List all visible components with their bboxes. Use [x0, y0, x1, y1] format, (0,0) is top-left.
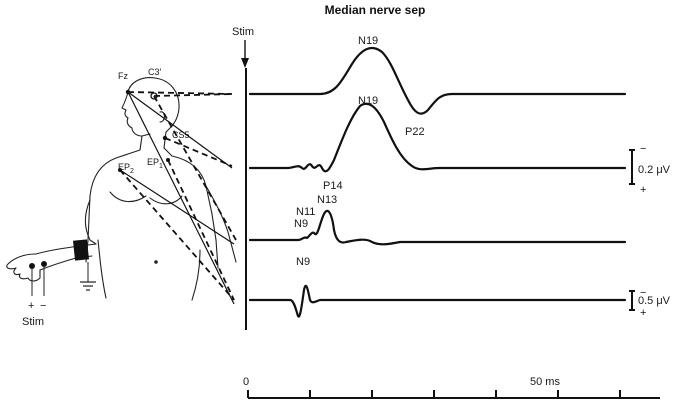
fz-label: Fz: [118, 71, 128, 81]
hand: [6, 253, 41, 282]
scale-bottom-value: 0.5 μV: [638, 295, 671, 307]
stim-polarity-plus: +: [28, 300, 34, 312]
waveform-traces: [248, 46, 627, 318]
p14-label: P14: [323, 180, 343, 192]
torso-right: [191, 249, 201, 301]
n13-label: N13: [317, 194, 337, 206]
body-illustration: [6, 77, 237, 301]
stim-marker-label: Stim: [232, 26, 254, 38]
trace-4-ep: [248, 284, 627, 318]
left-arm-upper: [84, 199, 97, 245]
time-axis-mid-label: 50 ms: [530, 376, 560, 388]
electrode-connections: [119, 91, 237, 305]
n19-mid-label: N19: [358, 95, 378, 107]
c3-label: C3′: [148, 67, 162, 77]
scale-top-plus: +: [640, 184, 646, 196]
scale-top-value: 0.2 μV: [638, 164, 671, 176]
shoulder-right: [171, 155, 219, 269]
scale-bar-bottom: [629, 290, 635, 311]
chest: [109, 191, 183, 205]
stim-electrode-2: [41, 261, 47, 267]
figure-title: Median nerve sep: [325, 3, 426, 17]
n9-bottom-label: N9: [296, 256, 310, 268]
stim-arrow-icon: [241, 40, 249, 68]
torso-left: [97, 239, 107, 299]
scale-bottom-minus: −: [640, 287, 646, 299]
scale-top-minus: −: [640, 143, 646, 155]
ground-icon: [80, 262, 96, 291]
n9-mid-label: N9: [294, 218, 308, 230]
scale-bottom-plus: +: [640, 307, 646, 319]
cs5-label: CS5: [172, 130, 190, 140]
face-profile: [121, 91, 151, 137]
time-axis: [247, 390, 660, 399]
navel: [154, 260, 158, 264]
p22-label: P22: [405, 126, 425, 138]
trace-1-c3-fz: [248, 46, 627, 115]
scale-bar-top: [629, 149, 635, 185]
trace-3-ep-ep: [248, 209, 627, 246]
stim-hand-label: Stim: [22, 316, 44, 328]
stim-electrode-1: [29, 263, 35, 269]
neck: [85, 135, 143, 263]
time-axis-start-label: 0: [243, 376, 249, 388]
ep1-label: EP1: [147, 157, 163, 170]
trace-2-cs5-fz: [248, 102, 627, 173]
wrist-band: [72, 239, 90, 261]
head-outline: [127, 77, 180, 157]
stim-polarity-minus: −: [40, 300, 46, 312]
n11-label: N11: [296, 206, 315, 218]
n19-top-label: N19: [358, 35, 378, 47]
ep2-label: EP2: [118, 162, 134, 175]
